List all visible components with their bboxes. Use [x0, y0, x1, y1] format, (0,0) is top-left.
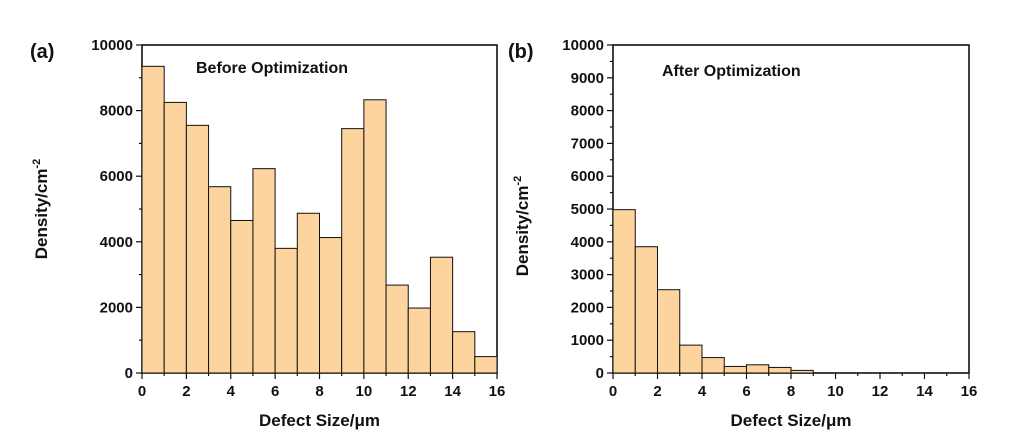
panel-b-x-tick-label-7: 14: [916, 383, 933, 400]
panel-b-x-tick-label-2: 4: [698, 383, 707, 400]
panel-a-bar-3: [208, 186, 232, 374]
panel-a-x-tick-label-5: 10: [356, 383, 373, 400]
panel-b-ticks: 0 2 4 6 8 10 12 14 16 0 1000 2000 3000 4000 5000 6000 70…: [562, 37, 977, 400]
panel-b-bar-3: [679, 344, 703, 374]
panel-b-x-tick-label-1: 2: [653, 383, 661, 400]
panel-b-bar-5: [723, 365, 747, 374]
panel-b-y-axis-title: Density/cm-2: [512, 176, 532, 276]
panel-b-x-tick-label-3: 6: [742, 383, 750, 400]
panel-a-x-tick-label-4: 8: [315, 383, 323, 400]
panel-a-x-tick-label-8: 16: [489, 383, 506, 400]
panel-a-bar-9: [341, 128, 365, 374]
panel-b-y-tick-label-10: 10000: [562, 37, 604, 54]
panel-b-y-tick-label-3: 3000: [571, 267, 604, 284]
panel-a-y-axis-title-base: Density/cm: [32, 169, 51, 260]
panel-b-y-tick-label-9: 9000: [571, 70, 604, 87]
panel-a-x-tick-label-6: 12: [400, 383, 417, 400]
panel-b-x-tick-label-0: 0: [609, 383, 617, 400]
panel-a-bar-4: [230, 219, 254, 374]
panel-a-ticks: 0 2 4 6 8 10 12 14 16 0 2000 4000 6000 8000 10000: [91, 37, 505, 400]
panel-b-bars: [612, 209, 814, 374]
panel-a-y-tick-label-3: 6000: [100, 168, 133, 185]
panel-b-label: (b): [508, 41, 534, 63]
panel-b: 0 2 4 6 8 10 12 14 16 0 1000 2000 3000 4000 5000 6000 70…: [508, 37, 977, 430]
panel-b-y-tick-label-1: 1000: [571, 332, 604, 349]
panel-b-y-tick-label-0: 0: [596, 365, 604, 382]
panel-a-bar-11: [385, 284, 409, 374]
panel-a-x-tick-label-7: 14: [444, 383, 461, 400]
panel-a-y-axis-title-superscript: -2: [31, 159, 43, 169]
panel-b-bar-2: [657, 289, 681, 374]
panel-a-x-tick-label-0: 0: [138, 383, 146, 400]
panel-b-x-tick-label-6: 12: [872, 383, 889, 400]
panel-a-x-tick-label-2: 4: [227, 383, 236, 400]
panel-b-bar-8: [790, 369, 814, 374]
panel-a-label: (a): [30, 41, 54, 63]
panel-b-x-tick-label-8: 16: [961, 383, 978, 400]
panel-a-y-axis-title: Density/cm-2: [31, 159, 51, 259]
panel-a-bars: [141, 65, 498, 374]
panel-a-annotation: Before Optimization: [196, 60, 348, 77]
panel-b-x-tick-label-5: 10: [827, 383, 844, 400]
panel-b-x-axis-title: Defect Size/μm: [731, 411, 852, 430]
panel-b-y-tick-label-6: 6000: [571, 168, 604, 185]
panel-a-y-tick-label-4: 8000: [100, 103, 133, 120]
panel-a-x-axis-title: Defect Size/μm: [259, 411, 380, 430]
panel-b-x-tick-label-4: 8: [787, 383, 795, 400]
panel-a-bar-1: [163, 101, 187, 374]
panel-b-y-tick-label-4: 4000: [571, 234, 604, 251]
panel-b-bar-0: [612, 209, 636, 374]
panel-a-bar-6: [274, 247, 298, 374]
panel-b-y-axis-title-superscript: -2: [512, 176, 524, 186]
panel-b-bar-1: [634, 246, 658, 374]
panel-a-bar-13: [429, 256, 454, 374]
panel-b-y-tick-label-8: 8000: [571, 103, 604, 120]
panel-a-bar-8: [319, 237, 343, 374]
panel-a-bar-2: [185, 124, 210, 374]
panel-a-y-tick-label-5: 10000: [91, 37, 133, 54]
panel-a-bar-12: [407, 307, 431, 374]
panel-a-y-tick-label-1: 2000: [100, 299, 133, 316]
panel-a-bar-5: [252, 168, 276, 374]
panel-a-bar-15: [474, 356, 498, 374]
panel-a-x-tick-label-1: 2: [182, 383, 190, 400]
panel-a-bar-7: [296, 212, 320, 374]
panel-b-y-tick-label-2: 2000: [571, 299, 604, 316]
panel-b-y-axis-title-base: Density/cm: [513, 186, 532, 277]
panel-b-y-tick-label-7: 7000: [571, 135, 604, 152]
panel-a-x-tick-label-3: 6: [271, 383, 279, 400]
panel-b-y-tick-label-5: 5000: [571, 201, 604, 218]
panel-a-bar-0: [141, 65, 165, 374]
panel-b-bar-6: [746, 364, 770, 374]
panel-b-bar-4: [701, 357, 725, 374]
panel-b-bar-7: [768, 366, 792, 374]
panel-a-bar-14: [452, 331, 476, 374]
panel-b-annotation: After Optimization: [662, 63, 801, 80]
panel-a-bar-10: [363, 99, 387, 374]
panel-a-y-tick-label-2: 4000: [100, 234, 133, 251]
panel-a-y-tick-label-0: 0: [125, 365, 133, 382]
